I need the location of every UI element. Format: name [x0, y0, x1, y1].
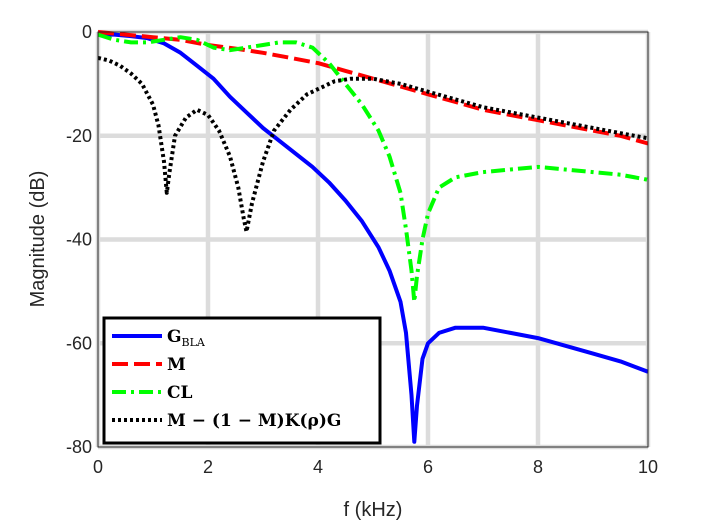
series-line-0: [98, 32, 649, 444]
series-lines: [97, 30, 649, 444]
series-line-2: [97, 32, 649, 304]
series-line-1: [97, 30, 649, 146]
legend-entry-subscript: BLA: [182, 336, 206, 349]
x-tick-label: 10: [638, 457, 658, 477]
x-tick-label: 8: [533, 457, 543, 477]
y-tick-label: 0: [82, 22, 92, 42]
legend-entry-label: M − (1 − M)K(ρ)G: [167, 411, 341, 431]
legend-box: [102, 316, 382, 445]
y-axis-label: Magnitude (dB): [27, 171, 49, 308]
series-line-3: [97, 55, 649, 234]
y-tick-label: -60: [66, 333, 92, 353]
y-tick-label: -20: [66, 126, 92, 146]
x-tick-label: 4: [313, 457, 323, 477]
legend-entry-label: M: [167, 355, 186, 375]
tick-labels: 0 2 4 6 8 10 0 -20 -40 -60 -80: [66, 22, 658, 477]
x-tick-label: 2: [203, 457, 213, 477]
y-tick-label: -40: [66, 230, 92, 250]
plot-frame: [97, 31, 649, 448]
y-tick-label: -80: [66, 437, 92, 457]
x-axis-label: f (kHz): [344, 499, 403, 521]
x-tick-label: 6: [423, 457, 433, 477]
legend-entry-label: CL: [167, 383, 193, 403]
x-tick-label: 0: [93, 457, 103, 477]
